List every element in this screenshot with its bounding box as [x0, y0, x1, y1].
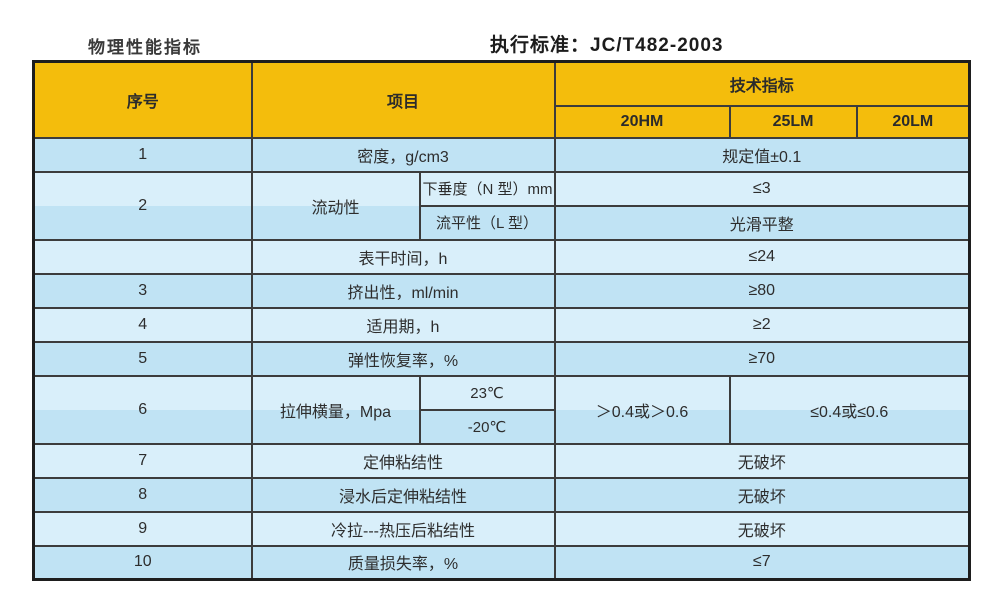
- row-flow-item: 流动性: [250, 170, 421, 241]
- table-row-modulus-23c: 6 拉伸横量，Mpa 23℃ ＞0.4或＞0.6 ≤0.4或≤0.6: [32, 374, 971, 445]
- row-mass-loss-value: ≤7: [553, 544, 971, 581]
- header-col-no: 序号: [32, 60, 253, 139]
- row-cold-heat-no: 9: [32, 510, 253, 547]
- title-bar: 物理性能指标 执行标准：JC/T482-2003: [0, 0, 1000, 60]
- row-density-value: 规定值±0.1: [553, 136, 971, 173]
- spec-table: 序号 项目 技术指标 20HM 25LM 20LM 1 密度，g/cm3 规定值…: [32, 60, 972, 581]
- row-modulus-value-20hm: ＞0.4或＞0.6: [553, 374, 731, 445]
- row-elastic-recovery-value: ≥70: [553, 340, 971, 377]
- row-density-no: 1: [32, 136, 253, 173]
- header-grade-25lm: 25LM: [728, 104, 858, 139]
- row-mass-loss-item: 质量损失率，%: [250, 544, 556, 581]
- table-row-mass-loss: 10 质量损失率，% ≤7: [32, 544, 971, 581]
- row-surface-dry-value: ≤24: [553, 238, 971, 275]
- table-row-fixed-extension: 7 定伸粘结性 无破坏: [32, 442, 971, 479]
- row-flow-sag-value: ≤3: [553, 170, 971, 207]
- row-pot-life-value: ≥2: [553, 306, 971, 343]
- row-modulus-sub-minus20c: -20℃: [418, 408, 556, 445]
- row-surface-dry-no: [32, 238, 253, 275]
- row-fixed-extension-item: 定伸粘结性: [250, 442, 556, 479]
- row-water-immersion-item: 浸水后定伸粘结性: [250, 476, 556, 513]
- table-row-cold-heat: 9 冷拉---热压后粘结性 无破坏: [32, 510, 971, 547]
- row-modulus-sub-23c: 23℃: [418, 374, 556, 411]
- row-extrudability-value: ≥80: [553, 272, 971, 309]
- header-col-tech: 技术指标: [553, 60, 971, 107]
- row-pot-life-item: 适用期，h: [250, 306, 556, 343]
- row-fixed-extension-value: 无破坏: [553, 442, 971, 479]
- standard-label: 执行标准：JC/T482-2003: [490, 35, 724, 56]
- row-mass-loss-no: 10: [32, 544, 253, 581]
- page-title: 物理性能指标: [88, 38, 202, 57]
- row-flow-sub-sag: 下垂度（N 型）mm: [418, 170, 556, 207]
- row-elastic-recovery-no: 5: [32, 340, 253, 377]
- row-flow-level-value: 光滑平整: [553, 204, 971, 241]
- row-extrudability-no: 3: [32, 272, 253, 309]
- header-col-item: 项目: [250, 60, 556, 139]
- table-row-modulus-minus20c: -20℃: [34, 408, 970, 445]
- header-grade-20hm: 20HM: [553, 104, 731, 139]
- table-row-elastic-recovery: 5 弹性恢复率，% ≥70: [32, 340, 971, 377]
- row-modulus-no: 6: [32, 374, 253, 445]
- row-water-immersion-no: 8: [32, 476, 253, 513]
- row-surface-dry-item: 表干时间，h: [250, 238, 556, 275]
- row-density-item: 密度，g/cm3: [250, 136, 556, 173]
- table-row-water-immersion: 8 浸水后定伸粘结性 无破坏: [32, 476, 971, 513]
- header-grade-20lm: 20LM: [855, 104, 971, 139]
- row-elastic-recovery-item: 弹性恢复率，%: [250, 340, 556, 377]
- row-flow-sub-level: 流平性（L 型）: [418, 204, 556, 241]
- row-fixed-extension-no: 7: [32, 442, 253, 479]
- row-cold-heat-value: 无破坏: [553, 510, 971, 547]
- row-pot-life-no: 4: [32, 306, 253, 343]
- row-cold-heat-item: 冷拉---热压后粘结性: [250, 510, 556, 547]
- row-modulus-item: 拉伸横量，Mpa: [250, 374, 421, 445]
- table-row-density: 1 密度，g/cm3 规定值±0.1: [32, 136, 971, 173]
- table-row-surface-dry: 表干时间，h ≤24: [32, 238, 971, 275]
- row-flow-no: 2: [32, 170, 253, 241]
- table-row-pot-life: 4 适用期，h ≥2: [32, 306, 971, 343]
- row-modulus-value-25lm-20lm: ≤0.4或≤0.6: [728, 374, 971, 445]
- table-row-extrudability: 3 挤出性，ml/min ≥80: [32, 272, 971, 309]
- table-row-flow-sag: 2 流动性 下垂度（N 型）mm ≤3: [32, 170, 971, 241]
- row-water-immersion-value: 无破坏: [553, 476, 971, 513]
- table-row-flow-level: 流平性（L 型） 光滑平整: [34, 204, 971, 241]
- row-extrudability-item: 挤出性，ml/min: [250, 272, 556, 309]
